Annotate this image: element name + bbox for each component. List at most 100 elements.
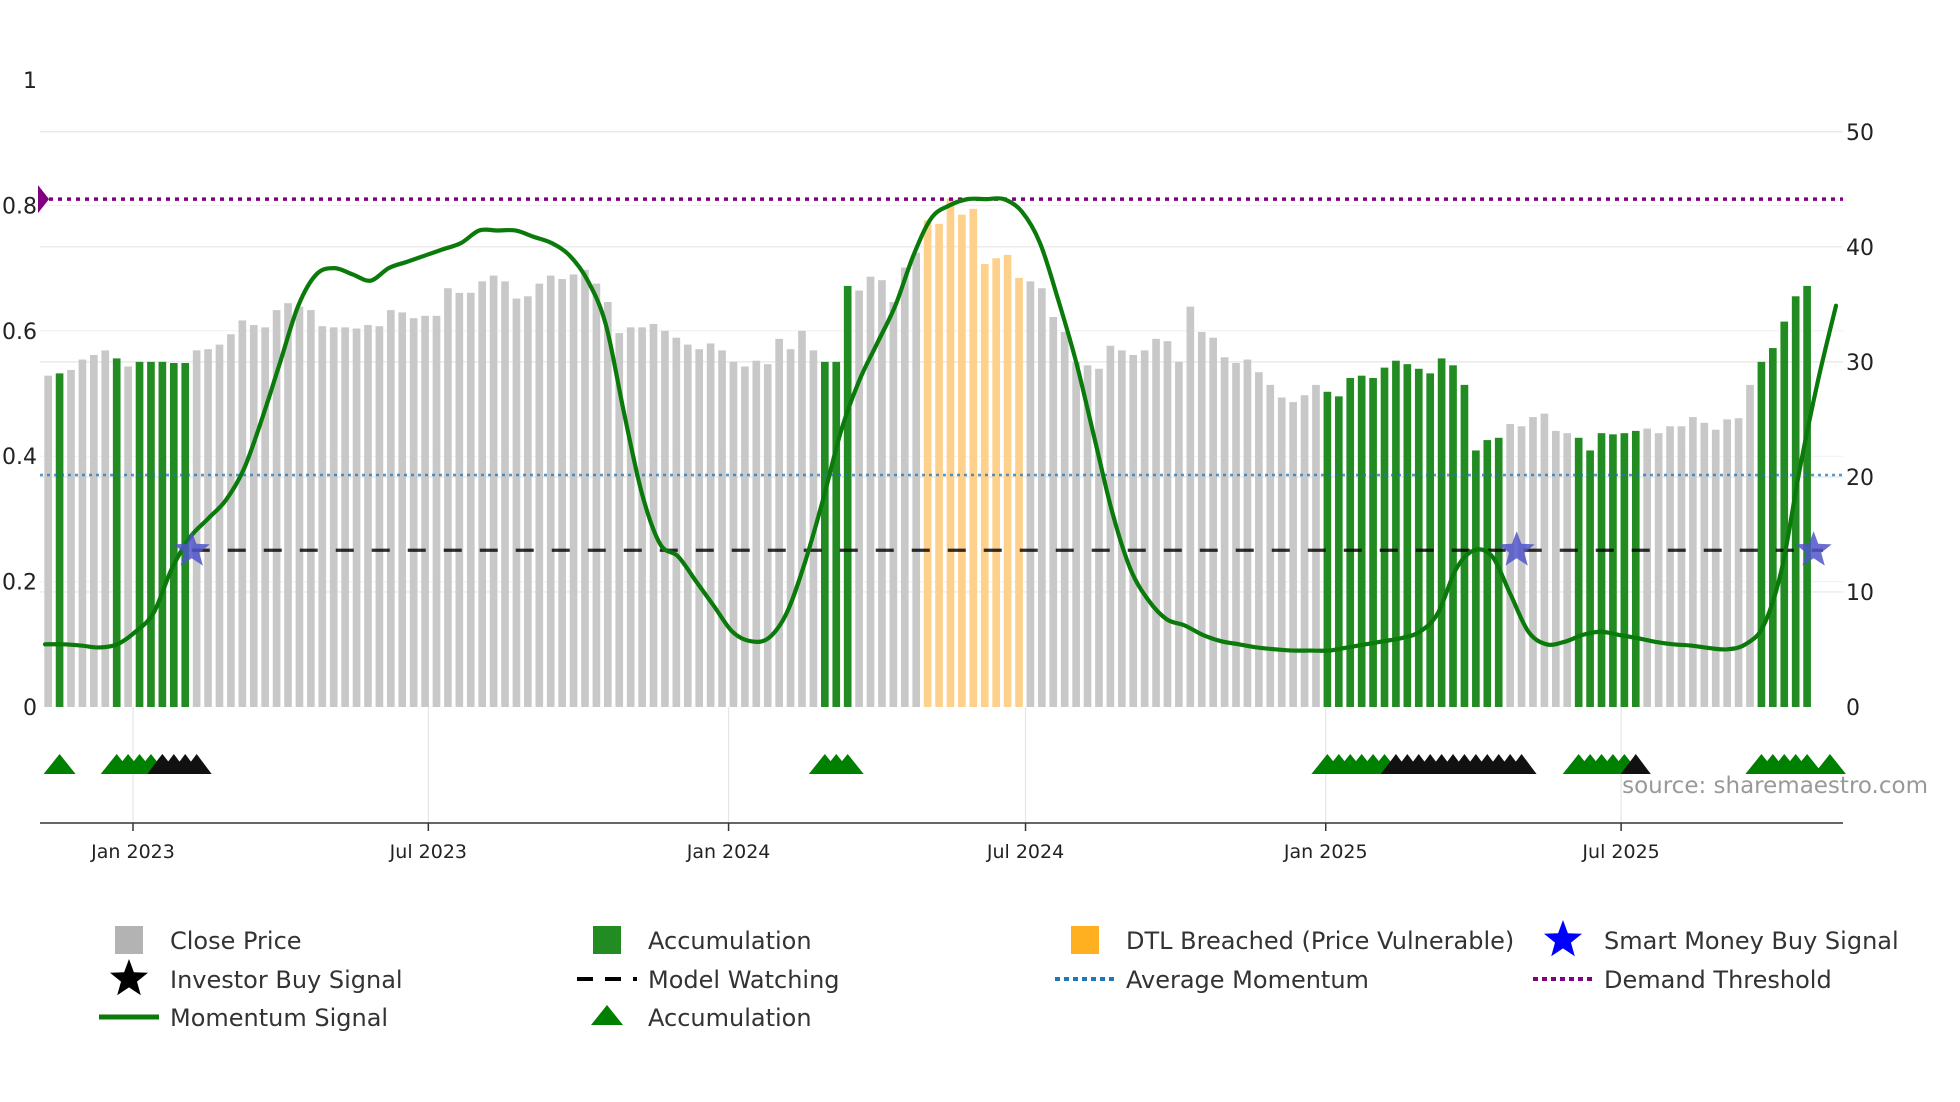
legend-label: Investor Buy Signal [170,966,403,994]
left-axis-tick-label: 0.6 [2,320,37,345]
legend-item-avg: Average Momentum [1055,966,1369,994]
accumulation-bar [1346,377,1355,707]
close-price-bar [90,354,98,707]
legend-item-accumulation_marker: Accumulation [591,1004,812,1032]
close-price-bar [912,252,921,708]
smart-money-buy-star [173,531,210,566]
demand-threshold-marker [38,185,49,214]
close-price-bar [786,349,795,707]
accumulation-bar [135,361,144,707]
accumulation-bar [181,363,190,707]
left-axis-tick-label: 0.2 [2,571,37,596]
close-price-bar [386,310,395,707]
close-price-bar [752,360,761,707]
source-label: source: sharemaestro.com [1622,773,1928,799]
close-price-bar [798,330,806,707]
right-axis-tick-label: 40 [1846,236,1874,261]
close-price-bar [683,344,692,707]
legend: Close Price Accumulation DTL Breached (Pri… [99,920,1899,1032]
close-price-bar [101,350,110,707]
accumulation-marker [1813,754,1846,774]
close-price-bar [272,310,281,707]
date-tick-label: Jul 2024 [986,841,1064,863]
close-price-bar [455,292,464,707]
accumulation-bar [1369,377,1377,707]
accumulation-bar [1574,437,1583,707]
accumulation-bar [1631,430,1640,707]
close-price-bar [1506,423,1514,707]
accumulation-bar [1460,384,1469,707]
right-axis-tick-label: 30 [1846,351,1874,376]
dtl-breached-bar [946,198,955,707]
accumulation-bar [832,361,841,707]
legend-label: Model Watching [648,966,840,994]
close-price-bar [329,327,338,707]
close-price-bar [855,290,863,707]
close-price-bar [1243,359,1252,707]
close-price-bar [227,334,235,707]
close-price-bar [352,328,361,707]
close-price-bar [558,279,566,707]
close-price-bar [44,375,52,707]
close-price-bar [1038,288,1046,707]
close-price-bar [204,349,212,707]
close-price-bar [603,302,612,707]
accumulation-bar [1449,365,1457,707]
close-price-bar [1551,430,1560,707]
accumulation-bar [1403,364,1412,707]
accumulation-bar [1323,391,1332,707]
close-price-bar [1049,316,1058,707]
close-price-bar [398,312,407,707]
close-price-bar [501,281,509,707]
dtl-breached-bar [992,258,1000,707]
accumulation-bar [1769,348,1777,707]
accumulation-marker [43,754,76,774]
left-axis-tick-label: 0.4 [2,445,37,470]
legend-item-dtl: DTL Breached (Price Vulnerable) [1071,926,1514,955]
close-price-bar [1163,341,1172,707]
legend-item-model: Model Watching [577,966,840,994]
close-price-bar [763,364,772,707]
accumulation-bar [1609,434,1617,707]
accumulation-bar [843,285,852,707]
close-price-bar [1106,345,1115,707]
legend-item-close: Close Price [115,926,302,955]
dtl-breached-bar [1003,254,1012,707]
right-axis-tick-label: 50 [1846,121,1874,146]
close-price-bar [1117,350,1126,707]
legend-item-accumulation_bar: Accumulation [593,926,812,955]
dtl-breached-bar [935,223,943,707]
dtl-breached-bar [1015,277,1023,707]
close-price-bar [67,369,75,707]
close-price-bar [661,330,669,707]
date-tick-label: Jan 2024 [686,841,771,863]
close-price-bar [409,318,418,707]
close-price-bar [364,325,372,707]
accumulation-bar [1414,368,1423,707]
close-price-bar [1666,426,1674,707]
accumulation-marker [1791,754,1824,774]
close-price-bar [238,320,247,707]
legend-item-investor: Investor Buy Signal [110,959,403,996]
accumulation-bar [1803,285,1811,707]
right-axis-tick-label: 10 [1846,581,1874,606]
close-price-bar [741,366,749,707]
close-price-bar [1734,418,1743,707]
accumulation-bar [1586,450,1594,707]
signal-markers [43,531,1846,774]
close-price-bar [1654,433,1663,707]
date-tick-label: Jan 2023 [90,841,175,863]
close-price-bar [1643,428,1652,707]
close-price-bar [878,280,886,707]
close-price-bar [546,275,555,707]
close-price-bar [1677,426,1686,707]
close-price-bar [592,283,601,707]
accumulation-bar [1483,440,1492,707]
close-price-bar [1517,426,1526,707]
close-price-bar [1095,368,1103,707]
dtl-breached-bar [969,208,978,707]
close-price-bar [215,344,224,707]
close-price-bar [1129,354,1138,707]
close-price-bar [1563,433,1572,707]
